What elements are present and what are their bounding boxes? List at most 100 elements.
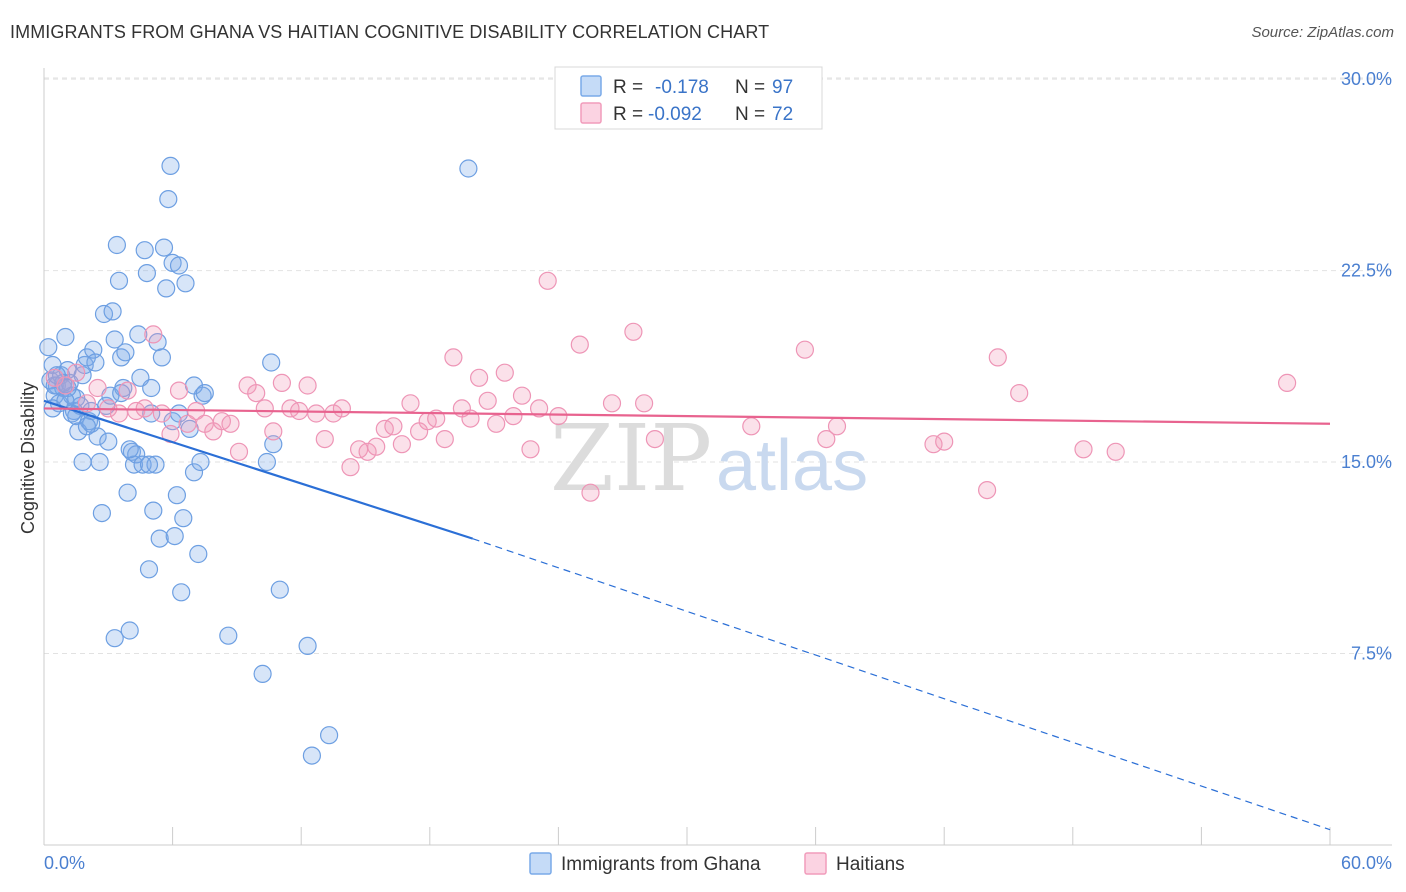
point-ghana-55 (152, 348, 171, 367)
point-haitians-4 (88, 378, 107, 398)
point-haitians-49 (478, 391, 497, 410)
point-haitians-60 (602, 394, 622, 413)
point-ghana-30 (99, 432, 118, 451)
point-ghana-65 (174, 509, 193, 528)
legend-bottom-label-ghana: Immigrants from Ghana (561, 854, 761, 875)
point-haitians-62 (634, 394, 654, 413)
point-ghana-35 (109, 271, 129, 290)
point-haitians-1 (56, 376, 75, 395)
point-haitians-32 (332, 399, 351, 418)
legend-bottom-swatch-haitians (804, 852, 827, 875)
point-ghana-97 (320, 726, 339, 745)
y-tick-labels: 7.5% 15.0% 22.5% 30.0% (1341, 69, 1392, 663)
point-haitians-70 (977, 481, 997, 500)
point-haitians-10 (144, 325, 163, 344)
point-haitians-40 (401, 394, 420, 413)
y-tick-label-3: 30.0% (1341, 69, 1392, 89)
y-tick-label-0: 7.5% (1351, 644, 1392, 664)
legend-stats: R = -0.178 N = 97 R = -0.092 N = 72 (554, 66, 823, 130)
point-haitians-66 (817, 430, 836, 449)
trend-line-ghana (43, 399, 474, 540)
watermark-zip: ZIP (550, 405, 712, 512)
y-tick-label-2: 22.5% (1341, 261, 1392, 281)
point-haitians-43 (427, 409, 446, 428)
point-ghana-0 (39, 338, 58, 357)
legend-swatch-ghana (580, 75, 602, 97)
legend-n-label-haitians: N = (735, 104, 765, 125)
source-label: Source: ZipAtlas.com (1251, 24, 1394, 41)
point-ghana-75 (73, 452, 92, 472)
point-ghana-22 (86, 353, 105, 372)
point-haitians-2 (67, 363, 86, 382)
point-haitians-71 (988, 348, 1007, 367)
point-haitians-30 (315, 430, 334, 449)
point-ghana-69 (189, 544, 208, 564)
point-ghana-44 (129, 325, 148, 344)
trend-line-ghana-extension (472, 538, 1331, 831)
point-ghana-34 (107, 235, 127, 255)
point-ghana-50 (142, 378, 161, 398)
point-haitians-11 (152, 404, 171, 423)
point-ghana-70 (191, 452, 210, 472)
point-ghana-56 (154, 238, 174, 257)
point-haitians-68 (924, 435, 943, 454)
point-ghana-27 (92, 503, 112, 523)
point-haitians-57 (549, 407, 568, 426)
x-tick-label-max: 60.0% (1341, 853, 1392, 873)
series-haitians-points (45, 271, 1297, 502)
point-haitians-23 (255, 399, 274, 418)
point-ghana-62 (167, 486, 186, 505)
legend-n-label-ghana: N = (735, 77, 765, 98)
legend-r-label-haitians: R = (613, 104, 643, 125)
point-haitians-20 (229, 442, 249, 461)
point-ghana-64 (172, 583, 191, 602)
point-haitians-53 (512, 386, 532, 405)
point-haitians-44 (435, 430, 454, 449)
point-ghana-49 (139, 560, 159, 579)
point-ghana-74 (105, 629, 124, 648)
point-ghana-61 (165, 526, 184, 546)
point-ghana-94 (264, 435, 283, 454)
watermark: ZIP atlas (550, 405, 868, 512)
point-ghana-26 (90, 452, 109, 472)
point-ghana-92 (257, 452, 276, 472)
point-ghana-89 (219, 626, 238, 645)
legend-series: Immigrants from Ghana Haitians (529, 852, 905, 875)
grid-lines (44, 77, 1392, 655)
point-ghana-84 (77, 417, 97, 436)
point-haitians-74 (1106, 442, 1125, 461)
series-ghana-points (39, 156, 478, 765)
trend-line-haitians (43, 407, 1331, 425)
point-ghana-54 (150, 529, 169, 548)
point-haitians-19 (221, 414, 240, 433)
point-haitians-64 (742, 417, 761, 436)
point-haitians-6 (109, 404, 129, 423)
point-haitians-52 (504, 407, 523, 426)
point-haitians-39 (392, 435, 411, 454)
point-ghana-63 (169, 256, 189, 275)
point-haitians-31 (324, 404, 343, 423)
x-tick-label-min: 0.0% (44, 853, 85, 873)
point-haitians-67 (827, 417, 847, 436)
point-ghana-47 (135, 241, 154, 260)
legend-r-value-ghana: -0.178 (655, 77, 709, 98)
point-haitians-35 (358, 442, 377, 461)
point-ghana-48 (137, 264, 156, 283)
point-ghana-96 (298, 636, 317, 656)
point-haitians-59 (581, 483, 600, 502)
point-ghana-52 (146, 455, 165, 474)
point-haitians-33 (341, 458, 360, 477)
point-haitians-63 (645, 430, 665, 449)
point-haitians-45 (444, 348, 463, 367)
y-tick-label-1: 15.0% (1341, 452, 1392, 472)
point-ghana-66 (176, 274, 195, 293)
watermark-atlas: atlas (716, 426, 868, 506)
point-ghana-32 (103, 302, 122, 321)
point-ghana-77 (120, 440, 139, 459)
point-haitians-13 (169, 381, 189, 400)
point-haitians-73 (1074, 440, 1093, 459)
point-haitians-24 (264, 422, 283, 441)
point-ghana-58 (159, 190, 178, 209)
point-haitians-29 (307, 404, 326, 423)
point-ghana-98 (302, 746, 321, 765)
